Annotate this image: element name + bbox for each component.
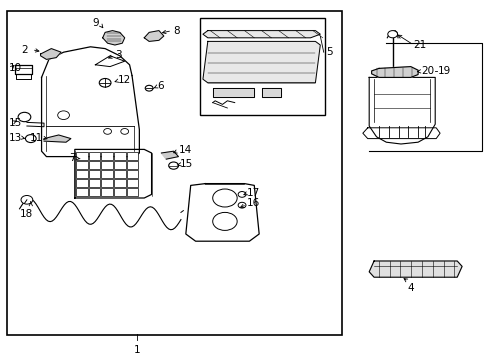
- Bar: [114, 188, 125, 196]
- Polygon shape: [102, 31, 124, 45]
- Text: 19: 19: [437, 66, 450, 76]
- Bar: [114, 152, 125, 160]
- Bar: [76, 179, 87, 187]
- Text: 11: 11: [30, 132, 43, 143]
- Text: 20: 20: [421, 66, 434, 76]
- Bar: [88, 179, 100, 187]
- Text: 21: 21: [412, 40, 426, 50]
- Text: 13: 13: [9, 132, 22, 143]
- Text: 9: 9: [92, 18, 99, 28]
- Bar: [76, 188, 87, 196]
- Polygon shape: [144, 31, 163, 41]
- Text: 10: 10: [9, 63, 22, 73]
- Polygon shape: [261, 88, 281, 97]
- Polygon shape: [368, 261, 461, 277]
- Bar: [101, 170, 113, 178]
- Text: 12: 12: [117, 75, 130, 85]
- Bar: [114, 161, 125, 169]
- Circle shape: [212, 212, 237, 230]
- Text: 16: 16: [246, 198, 260, 208]
- Text: 7: 7: [69, 153, 76, 163]
- Bar: [101, 188, 113, 196]
- Bar: [126, 152, 138, 160]
- Bar: [101, 161, 113, 169]
- Circle shape: [25, 135, 36, 143]
- Circle shape: [387, 31, 397, 38]
- Text: 17: 17: [246, 188, 260, 198]
- Bar: [126, 179, 138, 187]
- Text: 4: 4: [407, 283, 413, 293]
- Bar: [76, 152, 87, 160]
- Text: 6: 6: [157, 81, 164, 91]
- Circle shape: [238, 202, 245, 208]
- Bar: [126, 188, 138, 196]
- Text: 18: 18: [20, 209, 34, 219]
- Polygon shape: [41, 49, 61, 59]
- Polygon shape: [44, 135, 71, 142]
- Bar: [76, 170, 87, 178]
- Text: 8: 8: [173, 26, 180, 36]
- Circle shape: [21, 195, 33, 204]
- Text: 3: 3: [115, 50, 122, 60]
- Polygon shape: [371, 67, 417, 77]
- Bar: [114, 179, 125, 187]
- Circle shape: [58, 111, 69, 120]
- Polygon shape: [203, 31, 320, 38]
- Circle shape: [121, 129, 128, 134]
- Circle shape: [145, 85, 153, 91]
- Polygon shape: [212, 88, 254, 97]
- Circle shape: [238, 192, 245, 197]
- Circle shape: [212, 189, 237, 207]
- Bar: [126, 161, 138, 169]
- Bar: [88, 152, 100, 160]
- Bar: [101, 179, 113, 187]
- Bar: [126, 170, 138, 178]
- Bar: [76, 161, 87, 169]
- Circle shape: [99, 78, 111, 87]
- Polygon shape: [161, 151, 178, 159]
- Bar: [88, 170, 100, 178]
- Circle shape: [168, 162, 178, 169]
- Bar: [7, 11, 342, 335]
- Bar: [88, 188, 100, 196]
- Bar: [88, 161, 100, 169]
- Text: 5: 5: [326, 47, 333, 57]
- Circle shape: [103, 129, 111, 134]
- Bar: [200, 18, 325, 115]
- Text: 14: 14: [178, 145, 191, 155]
- Text: 1: 1: [133, 345, 140, 355]
- Text: 15: 15: [180, 159, 193, 169]
- Text: 15: 15: [9, 118, 22, 128]
- Circle shape: [18, 112, 31, 122]
- Bar: [114, 170, 125, 178]
- Polygon shape: [203, 41, 320, 83]
- Text: 2: 2: [21, 45, 28, 55]
- Bar: [101, 152, 113, 160]
